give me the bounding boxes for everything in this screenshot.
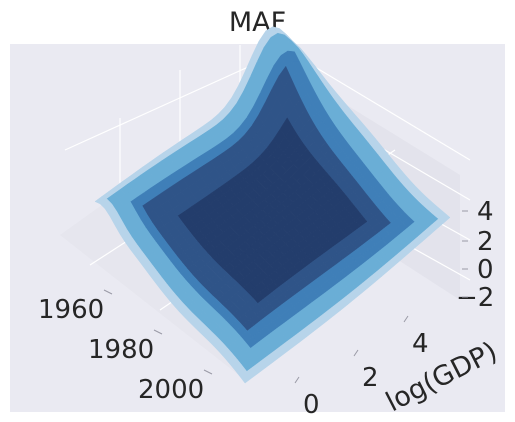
- y-tick-label: 4: [412, 329, 429, 359]
- z-tick-label: 0: [477, 255, 494, 285]
- z-tick-label: 2: [477, 227, 494, 257]
- tick-mark: [203, 369, 213, 375]
- y-tick-label: 2: [362, 363, 379, 393]
- tick-mark: [403, 315, 409, 323]
- tick-mark: [294, 376, 300, 384]
- x-tick-label: 1960: [38, 295, 104, 325]
- z-tick-label: 4: [477, 197, 494, 227]
- y-tick-label: 0: [303, 390, 320, 420]
- x-tick-label: 1980: [88, 335, 154, 365]
- tick-mark: [353, 349, 359, 357]
- z-tick-label: −2: [456, 283, 494, 313]
- tick-mark: [153, 329, 163, 335]
- surface-mesh: [94, 26, 451, 384]
- grid-line: [299, 57, 471, 161]
- surface-cell: [239, 371, 253, 384]
- x-tick-label: 2000: [138, 375, 204, 405]
- tick-mark: [103, 289, 113, 295]
